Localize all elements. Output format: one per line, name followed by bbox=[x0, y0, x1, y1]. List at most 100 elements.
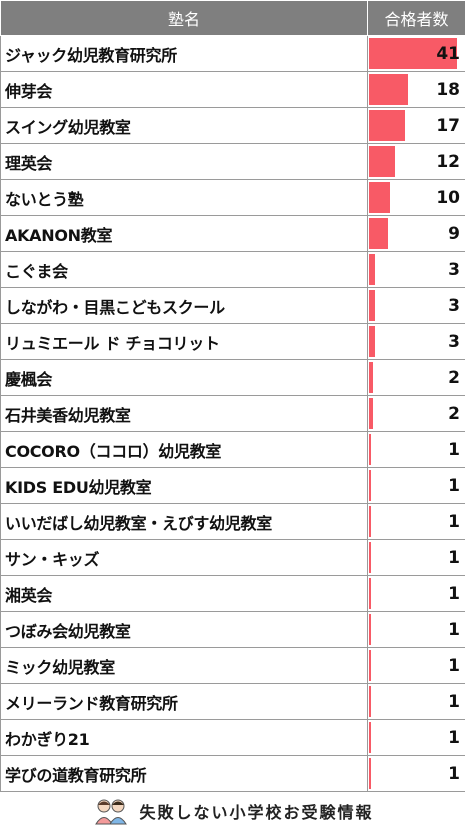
count-value: 12 bbox=[436, 151, 460, 172]
data-bar bbox=[369, 326, 376, 357]
data-bar bbox=[369, 290, 376, 321]
school-name: メリーランド教育研究所 bbox=[0, 683, 368, 720]
school-name: KIDS EDU幼児教室 bbox=[0, 467, 368, 504]
table-row: 学びの道教育研究所 1 bbox=[0, 755, 465, 792]
count-value: 1 bbox=[448, 763, 460, 784]
data-bar bbox=[369, 38, 457, 69]
table-row: スイング幼児教室 17 bbox=[0, 107, 465, 144]
school-name: 石井美香幼児教室 bbox=[0, 395, 368, 432]
count-value: 1 bbox=[448, 511, 460, 532]
count-value: 1 bbox=[448, 475, 460, 496]
count-value: 1 bbox=[448, 655, 460, 676]
count-cell: 2 bbox=[367, 395, 465, 432]
data-bar bbox=[369, 146, 395, 177]
school-name: しながわ・目黒こどもスクール bbox=[0, 287, 368, 324]
count-cell: 9 bbox=[367, 215, 465, 252]
school-name: つぼみ会幼児教室 bbox=[0, 611, 368, 648]
count-cell: 1 bbox=[367, 467, 465, 504]
ranking-table: 塾名 合格者数 ジャック幼児教育研究所 41 伸芽会 18 スイング幼児教室 17 理英会 1… bbox=[0, 0, 465, 792]
data-bar bbox=[369, 650, 372, 681]
table-row: 理英会 12 bbox=[0, 143, 465, 180]
school-name: ないとう塾 bbox=[0, 179, 368, 216]
table-row: メリーランド教育研究所 1 bbox=[0, 683, 465, 720]
header-name: 塾名 bbox=[0, 0, 368, 36]
count-value: 17 bbox=[436, 115, 460, 136]
table-row: KIDS EDU幼児教室 1 bbox=[0, 467, 465, 504]
table-row: ミック幼児教室 1 bbox=[0, 647, 465, 684]
school-name: 慶楓会 bbox=[0, 359, 368, 396]
table-row: 伸芽会 18 bbox=[0, 71, 465, 108]
count-value: 1 bbox=[448, 439, 460, 460]
count-cell: 18 bbox=[367, 71, 465, 108]
table-row: ジャック幼児教育研究所 41 bbox=[0, 35, 465, 72]
data-bar bbox=[369, 470, 372, 501]
table-row: 慶楓会 2 bbox=[0, 359, 465, 396]
school-name: AKANON教室 bbox=[0, 215, 368, 252]
header-row: 塾名 合格者数 bbox=[0, 0, 465, 36]
count-cell: 1 bbox=[367, 503, 465, 540]
data-bar bbox=[369, 218, 389, 249]
count-value: 1 bbox=[448, 727, 460, 748]
table-body: ジャック幼児教育研究所 41 伸芽会 18 スイング幼児教室 17 理英会 12 ないとう塾 10… bbox=[0, 35, 465, 792]
count-cell: 1 bbox=[367, 719, 465, 756]
count-value: 3 bbox=[448, 331, 460, 352]
school-name: サン・キッズ bbox=[0, 539, 368, 576]
count-value: 18 bbox=[436, 79, 460, 100]
data-bar bbox=[369, 722, 372, 753]
count-cell: 3 bbox=[367, 287, 465, 324]
data-bar bbox=[369, 686, 372, 717]
school-name: 伸芽会 bbox=[0, 71, 368, 108]
count-cell: 3 bbox=[367, 323, 465, 360]
count-cell: 17 bbox=[367, 107, 465, 144]
school-name: COCORO（ココロ）幼児教室 bbox=[0, 431, 368, 468]
count-value: 9 bbox=[448, 223, 460, 244]
count-value: 2 bbox=[448, 403, 460, 424]
table-row: しながわ・目黒こどもスクール 3 bbox=[0, 287, 465, 324]
count-value: 3 bbox=[448, 259, 460, 280]
count-cell: 10 bbox=[367, 179, 465, 216]
count-cell: 1 bbox=[367, 755, 465, 792]
count-value: 1 bbox=[448, 583, 460, 604]
school-name: スイング幼児教室 bbox=[0, 107, 368, 144]
count-value: 1 bbox=[448, 619, 460, 640]
table-row: 石井美香幼児教室 2 bbox=[0, 395, 465, 432]
data-bar bbox=[369, 110, 406, 141]
count-value: 41 bbox=[436, 43, 460, 64]
data-bar bbox=[369, 182, 391, 213]
footer-text: 失敗しない小学校お受験情報 bbox=[139, 803, 374, 822]
school-name: わかぎり21 bbox=[0, 719, 368, 756]
count-cell: 12 bbox=[367, 143, 465, 180]
count-cell: 41 bbox=[367, 35, 465, 72]
count-cell: 3 bbox=[367, 251, 465, 288]
data-bar bbox=[369, 506, 372, 537]
count-cell: 1 bbox=[367, 431, 465, 468]
school-name: ジャック幼児教育研究所 bbox=[0, 35, 368, 72]
data-bar bbox=[369, 74, 408, 105]
count-value: 1 bbox=[448, 547, 460, 568]
count-value: 3 bbox=[448, 295, 460, 316]
table-row: リュミエール ド チョコリット 3 bbox=[0, 323, 465, 360]
data-bar bbox=[369, 614, 372, 645]
count-cell: 1 bbox=[367, 539, 465, 576]
table-row: COCORO（ココロ）幼児教室 1 bbox=[0, 431, 465, 468]
table-row: つぼみ会幼児教室 1 bbox=[0, 611, 465, 648]
footer: 失敗しない小学校お受験情報 bbox=[0, 793, 465, 829]
table-row: 湘英会 1 bbox=[0, 575, 465, 612]
table-row: サン・キッズ 1 bbox=[0, 539, 465, 576]
data-bar bbox=[369, 434, 372, 465]
count-cell: 1 bbox=[367, 575, 465, 612]
table-row: いいだばし幼児教室・えびす幼児教室 1 bbox=[0, 503, 465, 540]
count-value: 2 bbox=[448, 367, 460, 388]
school-name: こぐま会 bbox=[0, 251, 368, 288]
school-name: 湘英会 bbox=[0, 575, 368, 612]
school-name: 学びの道教育研究所 bbox=[0, 755, 368, 792]
count-cell: 1 bbox=[367, 611, 465, 648]
header-count: 合格者数 bbox=[367, 0, 465, 36]
table-row: AKANON教室 9 bbox=[0, 215, 465, 252]
data-bar bbox=[369, 398, 374, 429]
table-row: ないとう塾 10 bbox=[0, 179, 465, 216]
count-value: 10 bbox=[436, 187, 460, 208]
count-value: 1 bbox=[448, 691, 460, 712]
data-bar bbox=[369, 362, 374, 393]
data-bar bbox=[369, 578, 372, 609]
